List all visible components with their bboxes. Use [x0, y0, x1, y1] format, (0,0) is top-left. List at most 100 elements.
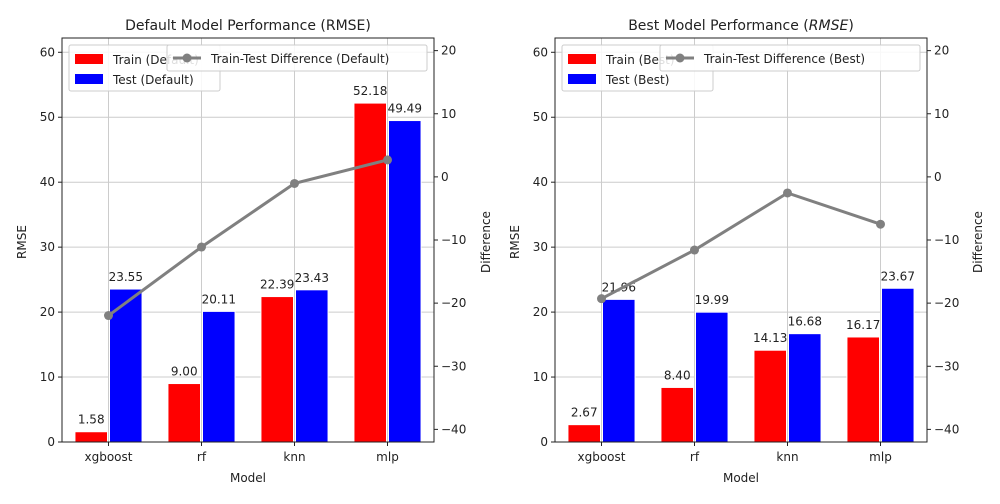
- x-axis-label: Model: [723, 471, 759, 485]
- bar-value-label: 2.67: [571, 406, 598, 420]
- bar-value-label: 16.68: [788, 315, 822, 329]
- bar-test: [109, 288, 143, 443]
- bar-train: [753, 349, 788, 443]
- bar-test: [881, 287, 915, 443]
- y-tick-label: 50: [533, 110, 548, 124]
- bar-value-label: 22.39: [260, 278, 294, 292]
- y-tick-label: 10: [40, 370, 55, 384]
- bar-test: [602, 298, 636, 443]
- y-tick-label: 10: [533, 370, 548, 384]
- y-tick-label: 40: [40, 175, 55, 189]
- y2-axis-label: Difference: [971, 211, 985, 273]
- y2-tick-label: −40: [934, 422, 959, 436]
- y-tick-label: 30: [533, 240, 548, 254]
- chart-title: Default Model Performance (RMSE): [125, 18, 371, 34]
- y-tick-label: 20: [533, 305, 548, 319]
- bar-train: [260, 296, 295, 443]
- y2-tick-label: −10: [934, 233, 959, 247]
- bar-train: [846, 336, 881, 443]
- y2-tick-label: −10: [441, 233, 466, 247]
- chart-best: Best Model Performance (RMSE) Model RMSE…: [508, 18, 985, 485]
- y2-tick-label: −30: [441, 359, 466, 373]
- y2-tick-label: 0: [934, 170, 942, 184]
- x-tick-label: mlp: [376, 450, 399, 464]
- bar-value-label: 23.43: [295, 271, 329, 285]
- bar-value-label: 16.17: [846, 318, 880, 332]
- bar-value-label: 23.55: [109, 270, 143, 284]
- line-legend-box: [659, 44, 921, 72]
- legend-label: Train (Best): [605, 53, 675, 67]
- bar-train: [74, 431, 108, 443]
- legend-swatch-train: [75, 54, 103, 64]
- title-part-1: Best Model Performance (: [628, 18, 809, 34]
- x-tick-label: xgboost: [578, 450, 626, 464]
- plot-frame: [61, 37, 435, 443]
- y-tick-label: 60: [533, 45, 548, 59]
- bar-test: [202, 310, 236, 443]
- title-part-2: RMSE: [809, 18, 849, 34]
- bar-value-label: 9.00: [171, 365, 198, 379]
- line-legend-box: [166, 44, 428, 72]
- x-tick-label: xgboost: [85, 450, 133, 464]
- difference-point: [197, 242, 206, 252]
- bar-train: [167, 383, 201, 443]
- bar-train: [660, 386, 695, 443]
- y2-tick-label: 20: [441, 44, 456, 58]
- bar-value-label: 1.58: [78, 413, 105, 427]
- y2-tick-label: −20: [441, 296, 466, 310]
- y-axis-label: RMSE: [508, 225, 522, 259]
- x-tick-label: knn: [776, 450, 798, 464]
- legend-swatch-test: [75, 74, 103, 84]
- x-tick-label: rf: [197, 450, 207, 464]
- bar-test: [388, 120, 422, 443]
- difference-line: [600, 191, 881, 300]
- difference-point: [383, 155, 392, 165]
- x-tick-label: rf: [690, 450, 700, 464]
- legend-swatch-train: [568, 54, 596, 64]
- y2-tick-label: 10: [441, 107, 456, 121]
- bar-value-label: 19.99: [695, 293, 729, 307]
- bar-test: [788, 333, 822, 443]
- legend-label: Train-Test Difference (Best): [703, 52, 865, 66]
- bar-value-label: 14.13: [753, 331, 787, 345]
- y-tick-label: 40: [533, 175, 548, 189]
- legend-label: Train-Test Difference (Default): [210, 52, 389, 66]
- title-part-3: ): [848, 18, 853, 34]
- y-axis-label: RMSE: [15, 225, 29, 259]
- difference-point: [104, 311, 113, 321]
- difference-point: [290, 178, 299, 188]
- chart-default: Default Model Performance (RMSE) Model R…: [15, 18, 493, 485]
- bar-value-label: 20.11: [202, 292, 236, 306]
- y-tick-label: 50: [40, 110, 55, 124]
- x-axis-label: Model: [230, 471, 266, 485]
- y-tick-label: 30: [40, 240, 55, 254]
- bar-value-label: 23.67: [881, 269, 915, 283]
- difference-line: [107, 158, 388, 317]
- y-tick-label: 60: [40, 45, 55, 59]
- y2-tick-label: −20: [934, 296, 959, 310]
- x-tick-label: mlp: [869, 450, 892, 464]
- y2-tick-label: 10: [934, 107, 949, 121]
- legend-line-marker: [675, 53, 685, 63]
- y2-tick-label: 20: [934, 44, 949, 58]
- difference-point: [876, 219, 885, 229]
- difference-point: [783, 188, 792, 198]
- y2-tick-label: −40: [441, 422, 466, 436]
- plot-frame: [554, 37, 928, 443]
- bar-train: [353, 102, 388, 443]
- bar-value-label: 52.18: [353, 84, 387, 98]
- legend-label: Test (Default): [112, 73, 194, 87]
- difference-point: [690, 245, 699, 255]
- y-tick-label: 0: [47, 435, 55, 449]
- bar-value-label: 8.40: [664, 368, 691, 382]
- bar-train: [567, 424, 602, 443]
- y-tick-label: 0: [540, 435, 548, 449]
- legend-swatch-test: [568, 74, 596, 84]
- chart-title: Best Model Performance (RMSE): [628, 18, 854, 34]
- legend-label: Test (Best): [605, 73, 669, 87]
- bar-test: [695, 311, 729, 443]
- difference-point: [597, 294, 606, 304]
- y2-tick-label: −30: [934, 359, 959, 373]
- x-tick-label: knn: [283, 450, 305, 464]
- bar-value-label: 49.49: [388, 102, 422, 116]
